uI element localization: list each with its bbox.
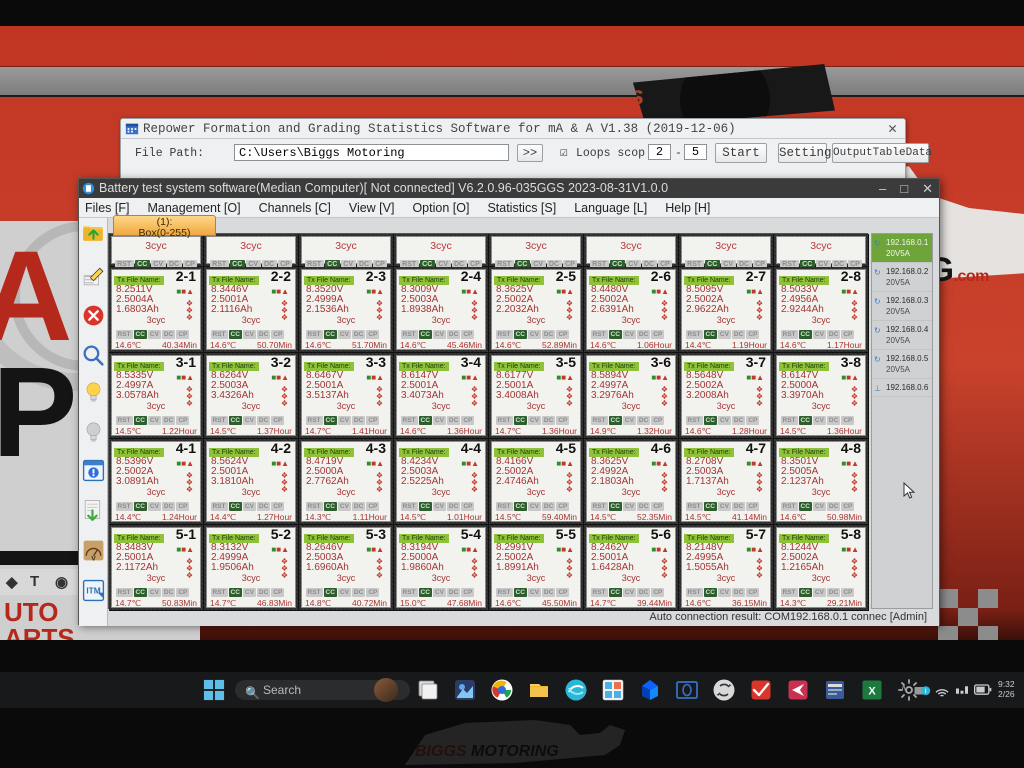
svg-text:X: X [868,686,876,698]
svg-text:V: V [91,555,96,562]
svg-text:ITM: ITM [86,585,100,595]
